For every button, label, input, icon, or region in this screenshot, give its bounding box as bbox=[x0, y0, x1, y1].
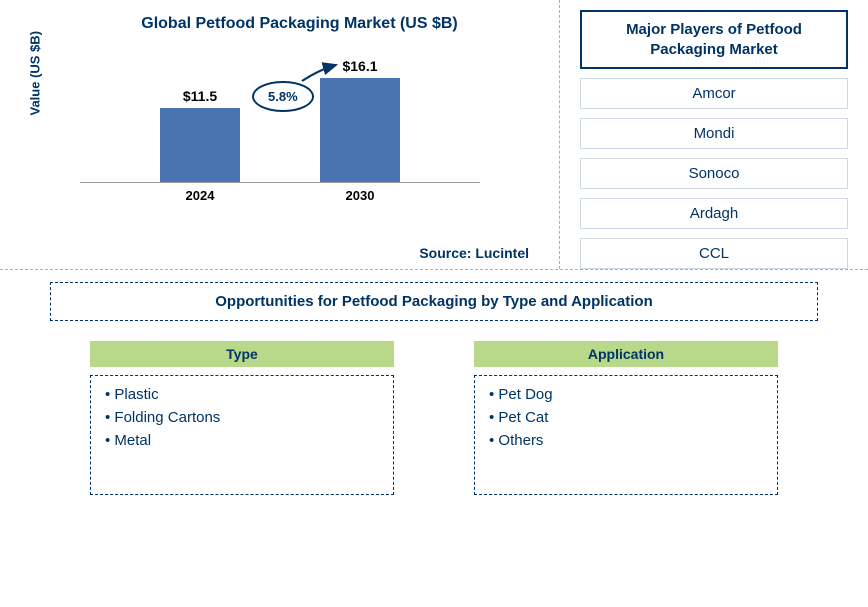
opp-col-application: Application • Pet Dog • Pet Cat • Others bbox=[474, 341, 778, 495]
opp-type-item-1: • Folding Cartons bbox=[105, 409, 379, 426]
opp-app-text-1: Pet Cat bbox=[498, 409, 548, 426]
opp-app-item-1: • Pet Cat bbox=[489, 409, 763, 426]
opp-type-text-2: Metal bbox=[114, 432, 151, 449]
opp-list-application: • Pet Dog • Pet Cat • Others bbox=[474, 375, 778, 495]
growth-arrow-icon bbox=[297, 57, 357, 97]
chart-title: Global Petfood Packaging Market (US $B) bbox=[60, 15, 539, 33]
opp-app-item-0: • Pet Dog bbox=[489, 386, 763, 403]
opp-app-text-2: Others bbox=[498, 432, 543, 449]
players-panel: Major Players of Petfood Packaging Marke… bbox=[560, 0, 868, 269]
opp-type-item-0: • Plastic bbox=[105, 386, 379, 403]
chart-area: Value (US $B) $11.5 $16.1 5.8% bbox=[80, 53, 480, 223]
opp-type-text-1: Folding Cartons bbox=[114, 409, 220, 426]
opportunities-title: Opportunities for Petfood Packaging by T… bbox=[50, 282, 818, 321]
bar-plot: $11.5 $16.1 5.8% bbox=[80, 53, 480, 183]
x-axis-labels: 2024 2030 bbox=[80, 188, 480, 203]
opp-header-application: Application bbox=[474, 341, 778, 367]
opp-app-text-0: Pet Dog bbox=[498, 386, 552, 403]
bar-value-label-0: $11.5 bbox=[183, 88, 217, 104]
player-item-1: Mondi bbox=[580, 118, 848, 149]
opp-type-text-0: Plastic bbox=[114, 386, 158, 403]
player-item-2: Sonoco bbox=[580, 158, 848, 189]
opp-col-type: Type • Plastic • Folding Cartons • Metal bbox=[90, 341, 394, 495]
bar-group-0: $11.5 bbox=[155, 88, 245, 182]
bar-0 bbox=[160, 108, 240, 182]
players-title: Major Players of Petfood Packaging Marke… bbox=[580, 10, 848, 69]
opp-list-type: • Plastic • Folding Cartons • Metal bbox=[90, 375, 394, 495]
opp-app-item-2: • Others bbox=[489, 432, 763, 449]
top-section: Global Petfood Packaging Market (US $B) … bbox=[0, 0, 868, 270]
opportunities-section: Opportunities for Petfood Packaging by T… bbox=[0, 270, 868, 505]
opportunities-columns: Type • Plastic • Folding Cartons • Metal… bbox=[50, 341, 818, 495]
player-item-0: Amcor bbox=[580, 78, 848, 109]
y-axis-label: Value (US $B) bbox=[28, 31, 43, 116]
player-item-3: Ardagh bbox=[580, 198, 848, 229]
opp-type-item-2: • Metal bbox=[105, 432, 379, 449]
x-label-1: 2030 bbox=[315, 188, 405, 203]
player-item-4: CCL bbox=[580, 238, 848, 269]
x-label-0: 2024 bbox=[155, 188, 245, 203]
chart-panel: Global Petfood Packaging Market (US $B) … bbox=[0, 0, 560, 269]
opp-header-type: Type bbox=[90, 341, 394, 367]
source-label: Source: Lucintel bbox=[419, 245, 529, 261]
